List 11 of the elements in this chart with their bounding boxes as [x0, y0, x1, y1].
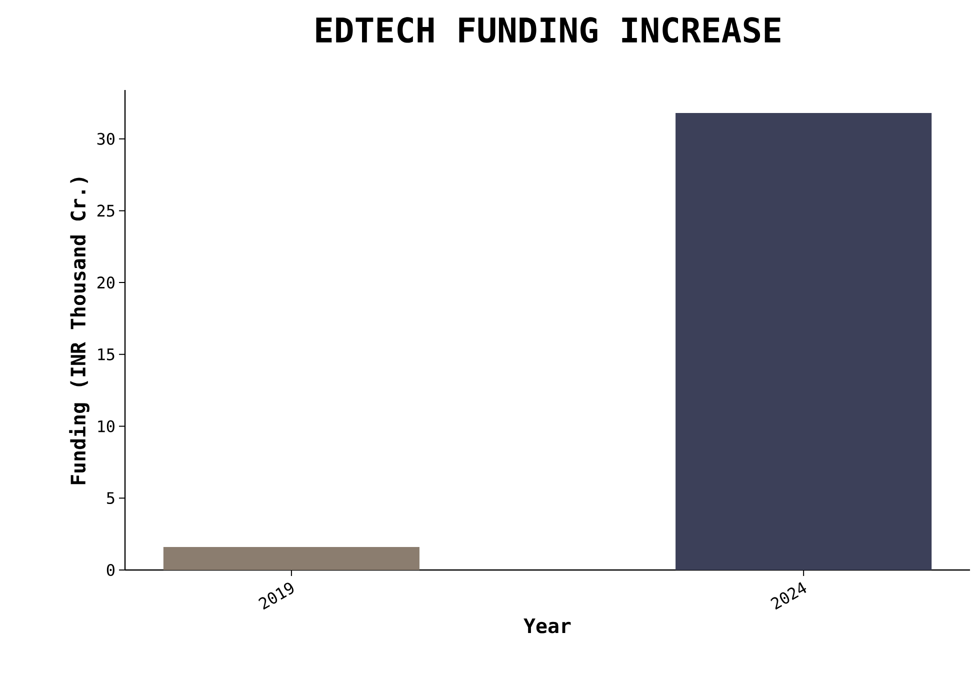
y-tick-label: 30: [97, 132, 114, 145]
x-tick-label: 2019: [258, 582, 294, 610]
y-tick-label: 20: [97, 276, 114, 289]
y-tick-label: 10: [98, 420, 114, 432]
y-tick-label: 5: [107, 492, 114, 504]
y-tick-label: 25: [97, 204, 114, 217]
y-tick-label: 0: [106, 564, 114, 576]
x-axis-title: Year: [524, 618, 571, 634]
y-axis-title: Funding (INR Thousand Cr.): [69, 178, 90, 484]
y-tick-label: 15: [98, 348, 114, 360]
chart-title: EDTECH FUNDING INCREASE: [316, 17, 780, 43]
